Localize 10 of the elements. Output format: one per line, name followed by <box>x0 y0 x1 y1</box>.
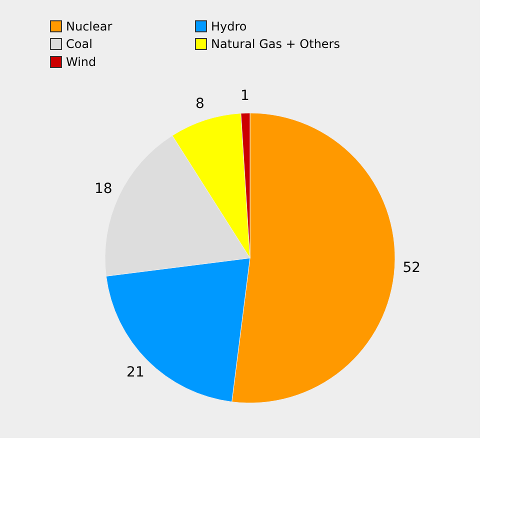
data-label: 21 <box>126 364 144 381</box>
legend-label: Hydro <box>211 19 247 34</box>
legend-label: Wind <box>66 55 96 69</box>
legend-label: Coal <box>66 37 92 51</box>
legend-label: Natural Gas + Others <box>211 37 340 51</box>
data-label: 8 <box>195 96 204 112</box>
data-label: 52 <box>402 260 421 276</box>
data-label: 18 <box>94 181 112 198</box>
legend-label: Nuclear <box>66 19 112 34</box>
data-label: 1 <box>240 88 250 104</box>
